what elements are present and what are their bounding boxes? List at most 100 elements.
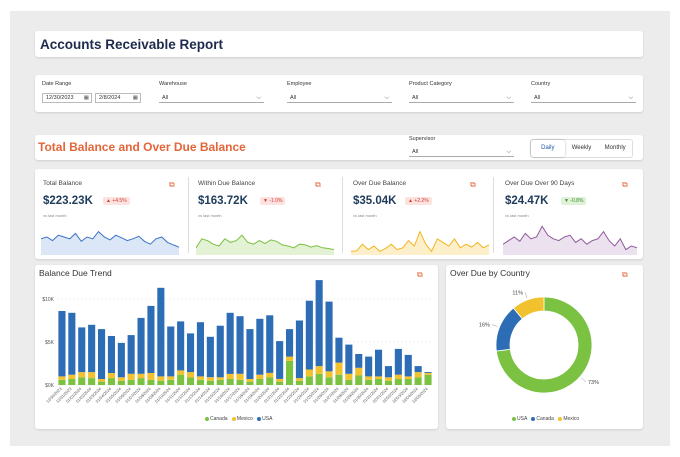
bar-segment-mexico <box>305 369 313 377</box>
bar-segment-mexico <box>424 373 432 375</box>
bar-segment-usa <box>256 318 264 375</box>
kpi-change-badge: ▼ -0.8% <box>561 197 587 205</box>
bar-segment-canada <box>226 379 234 385</box>
balance-due-trend-chart: $0K$5K$10K12/30/202312/31/202301/01/2024… <box>42 280 433 404</box>
bar-segment-usa <box>246 329 254 379</box>
product-category-label: Product Category <box>409 81 452 87</box>
bar-segment-mexico <box>88 372 96 379</box>
kpi-title: Over Due Over 90 Days <box>505 180 575 187</box>
bar-segment-canada <box>137 378 145 385</box>
chart-export-icon[interactable]: ⧉ <box>622 180 628 189</box>
bar-segment-mexico <box>196 376 204 380</box>
y-tick-label: $10K <box>42 297 54 303</box>
bar-segment-mexico <box>384 377 392 381</box>
kpi-value: $223.23K <box>43 195 93 207</box>
bar-segment-canada <box>147 379 155 385</box>
bar-segment-canada <box>365 379 373 385</box>
bar-segment-usa <box>394 348 402 375</box>
divider <box>493 177 494 253</box>
bar-segment-mexico <box>226 373 234 379</box>
warehouse-dropdown[interactable]: All ⌵ <box>159 93 264 103</box>
sparkline-area <box>503 226 637 255</box>
bar-segment-usa <box>424 372 432 373</box>
granularity-weekly[interactable]: Weekly <box>571 145 592 151</box>
slice-value-label: 11% <box>512 290 523 296</box>
bar-segment-canada <box>375 379 383 385</box>
kpi-total-balance: Total Balance $223.23K ▲ +4.5% vs last m… <box>35 169 187 259</box>
over-due-donut-chart: 73% 16% 11% <box>479 290 599 394</box>
chart-title: Balance Due Trend <box>39 268 112 278</box>
bar-segment-canada <box>394 379 402 385</box>
kpi-subtitle: vs last month <box>43 213 67 218</box>
chart-title: Over Due by Country <box>450 268 530 278</box>
chevron-down-icon: ⌵ <box>628 95 633 101</box>
bar-segment-mexico <box>325 371 333 378</box>
bar-segment-usa <box>98 329 106 379</box>
legend-mexico: Mexico <box>563 416 580 422</box>
granularity-monthly[interactable]: Monthly <box>604 145 626 151</box>
bar-segment-canada <box>177 374 185 385</box>
page-title: Accounts Receivable Report <box>40 37 224 52</box>
product-category-dropdown[interactable]: All ⌵ <box>409 93 514 103</box>
bar-segment-canada <box>424 374 432 385</box>
bar-segment-usa <box>236 316 244 374</box>
bar-segment-usa <box>226 312 234 374</box>
chart-export-icon[interactable]: ⧉ <box>417 270 423 279</box>
bar-segment-mexico <box>167 376 175 380</box>
donut-slice-usa <box>495 296 593 394</box>
bar-segment-mexico <box>117 377 125 381</box>
bar-segment-canada <box>295 380 303 385</box>
bar-segment-usa <box>404 354 412 377</box>
calendar-icon: ▦ <box>132 95 138 101</box>
y-tick-label: $5K <box>45 340 55 346</box>
bar-segment-usa <box>206 336 214 378</box>
kpi-value: $163.72K <box>198 195 248 207</box>
section-title: Total Balance and Over Due Balance <box>38 140 246 154</box>
calendar-icon: ▦ <box>83 95 89 101</box>
bar-segment-canada <box>256 379 264 385</box>
country-dropdown[interactable]: All ⌵ <box>531 93 636 103</box>
chart-export-icon[interactable]: ⧉ <box>622 270 628 279</box>
bar-segment-canada <box>206 380 214 385</box>
bar-segment-usa <box>127 335 135 374</box>
bar-segment-canada <box>127 379 135 385</box>
bar-segment-canada <box>196 379 204 385</box>
kpi-sparkline <box>351 230 489 255</box>
sparkline-area <box>41 231 179 255</box>
bar-segment-mexico <box>256 374 264 379</box>
bar-segment-usa <box>325 301 333 372</box>
bar-segment-mexico <box>355 367 363 376</box>
kpi-change-badge: ▲ +2.2% <box>405 197 432 205</box>
bar-segment-mexico <box>206 377 214 381</box>
bar-segment-mexico <box>58 376 66 380</box>
granularity-daily[interactable]: Daily <box>531 140 565 157</box>
chart-export-icon[interactable]: ⧉ <box>315 180 321 189</box>
bar-segment-canada <box>88 378 96 385</box>
employee-dropdown[interactable]: All ⌵ <box>287 93 392 103</box>
chart-export-icon[interactable]: ⧉ <box>470 180 476 189</box>
report-header: Accounts Receivable Report <box>35 31 643 57</box>
over-due-by-country-card: Over Due by Country ⧉ 73% 16% 11% USA Cana… <box>446 265 643 429</box>
bar-segment-canada <box>414 377 422 385</box>
bar-segment-mexico <box>107 373 115 379</box>
start-date-field[interactable]: 12/30/2023 ▦ <box>42 93 92 103</box>
kpi-subtitle: vs last month <box>198 213 222 218</box>
kpi-within-due: Within Due Balance $163.72K ▼ -1.0% vs l… <box>190 169 342 259</box>
bar-segment-canada <box>216 379 224 385</box>
balance-due-trend-card: Balance Due Trend ⧉ $0K $5K $10K 12/30/2023… <box>35 265 438 429</box>
leader-line <box>491 324 498 327</box>
bar-segment-usa <box>68 312 76 375</box>
kpi-title: Within Due Balance <box>198 180 256 187</box>
bar-segment-mexico <box>375 376 383 379</box>
bar-segment-canada <box>117 380 125 385</box>
bar-segment-canada <box>345 379 353 385</box>
legend-usa: USA <box>517 416 528 422</box>
bar-segment-usa <box>157 287 165 377</box>
bar-segment-canada <box>276 381 284 385</box>
end-date-field[interactable]: 2/8/2024 ▦ <box>95 93 141 103</box>
chart-export-icon[interactable]: ⧉ <box>169 180 175 189</box>
bar-segment-mexico <box>315 366 323 374</box>
supervisor-dropdown[interactable]: All ⌵ <box>409 147 514 157</box>
bar-segment-canada <box>266 377 274 385</box>
bar-segment-canada <box>236 379 244 385</box>
